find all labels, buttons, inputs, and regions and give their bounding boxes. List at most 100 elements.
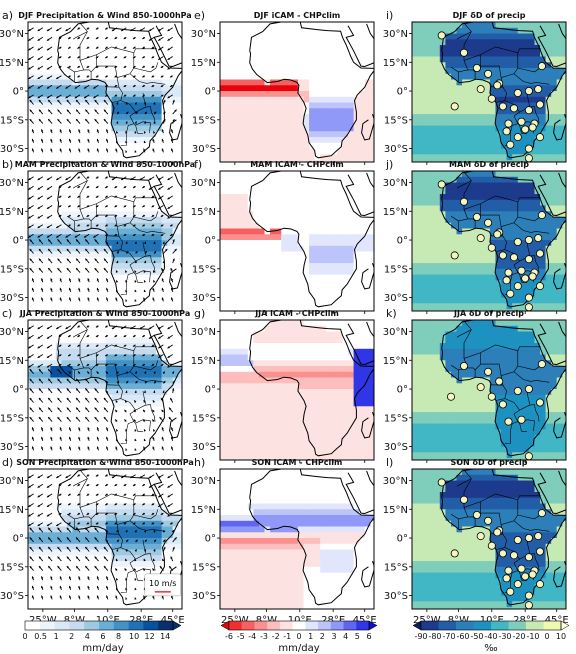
field-cell <box>111 263 118 270</box>
field-cell <box>67 515 74 522</box>
field-cell <box>89 280 96 287</box>
field-cell <box>144 297 152 304</box>
field-cell <box>122 526 129 533</box>
field-cell <box>50 251 57 258</box>
field-cell <box>89 377 96 384</box>
wind-arrow-head <box>121 475 124 478</box>
field-cell <box>178 348 182 356</box>
field-cell <box>111 503 118 510</box>
wind-arrow-head <box>57 407 60 410</box>
field-cell <box>139 211 146 218</box>
wind-arrow-head <box>143 289 146 293</box>
field-cell <box>242 33 249 40</box>
field-cell <box>83 394 90 402</box>
field-cell <box>133 337 140 344</box>
field-cell <box>39 62 46 69</box>
field-cell <box>83 154 90 161</box>
field-cell <box>55 205 62 212</box>
field-cell <box>370 50 374 58</box>
field-cell <box>94 91 101 98</box>
field-cell <box>297 62 305 69</box>
field-cell <box>133 194 140 201</box>
wind-arrow-head <box>121 177 124 180</box>
field-cell <box>167 171 174 178</box>
field-cell <box>83 79 90 86</box>
field-cell <box>72 291 79 299</box>
field-cell <box>117 578 124 585</box>
field-cell <box>50 96 57 104</box>
field-cell <box>50 280 57 287</box>
field-cell <box>128 469 135 476</box>
field-cell <box>167 348 174 356</box>
field-cell <box>122 377 129 384</box>
field-cell <box>61 566 68 574</box>
wind-arrow-head <box>153 131 156 134</box>
panel-letter: d) <box>2 456 13 469</box>
field-cell <box>128 543 135 551</box>
wind-arrow-head <box>76 407 79 410</box>
field-cell <box>172 96 179 104</box>
field-cell <box>100 337 107 344</box>
field-cell <box>83 199 90 207</box>
wind-arrow-head <box>172 258 175 261</box>
field-cell <box>100 211 107 218</box>
wind-arrow-head <box>38 527 42 531</box>
field-cell <box>156 303 163 310</box>
field-cell <box>370 56 374 63</box>
field-cell <box>44 520 51 528</box>
field-cell <box>178 383 182 390</box>
field-cell <box>83 263 90 270</box>
field-cell <box>50 102 57 109</box>
field-cell <box>72 515 79 522</box>
field-cell <box>89 474 96 482</box>
field-cell <box>161 142 168 150</box>
field-cell <box>128 56 135 63</box>
field-cell <box>225 62 232 69</box>
field-cell <box>150 160 157 162</box>
field-cell <box>94 62 101 69</box>
field-cell <box>83 160 90 162</box>
field-cell <box>89 108 96 115</box>
field-cell <box>61 331 68 338</box>
wind-arrow-head <box>37 86 40 89</box>
field-cell <box>61 286 68 293</box>
field-cell <box>144 91 152 98</box>
wind-arrow-head <box>143 558 146 562</box>
field-cell <box>111 435 118 442</box>
field-cell <box>144 39 152 46</box>
field-cell <box>139 543 146 551</box>
field-cell <box>128 108 135 115</box>
field-cell <box>83 538 90 545</box>
field-cell <box>44 474 51 482</box>
field-cell <box>94 142 101 150</box>
wind-arrow-head <box>133 36 136 39</box>
wind-arrow-head <box>96 278 99 281</box>
field-cell <box>105 176 113 184</box>
field-cell <box>172 176 179 184</box>
field-cell <box>139 561 146 568</box>
wind-arrow-head <box>37 48 40 51</box>
field-cell <box>139 412 146 419</box>
field-cell <box>122 429 129 436</box>
wind-arrow-head <box>125 102 128 105</box>
wind-arrow-head <box>76 239 79 242</box>
panel-letter: a) <box>2 9 13 22</box>
field-cell <box>44 371 51 379</box>
field-cell <box>50 366 57 373</box>
wind-arrow-head <box>114 503 117 506</box>
wind-arrow-head <box>68 483 71 486</box>
wind-arrow-head <box>105 483 108 486</box>
field-cell <box>100 268 107 276</box>
field-cell <box>94 171 101 178</box>
wind-arrow-head <box>151 56 154 59</box>
field-cell <box>111 114 118 121</box>
field-cell <box>39 572 46 579</box>
wind-arrow-head <box>56 225 59 228</box>
field-cell <box>50 486 57 493</box>
wind-arrow-head <box>125 289 128 293</box>
field-cell <box>44 366 51 373</box>
field-cell <box>297 45 305 52</box>
field-cell <box>67 354 74 361</box>
field-cell <box>100 182 107 189</box>
field-cell <box>172 91 179 98</box>
